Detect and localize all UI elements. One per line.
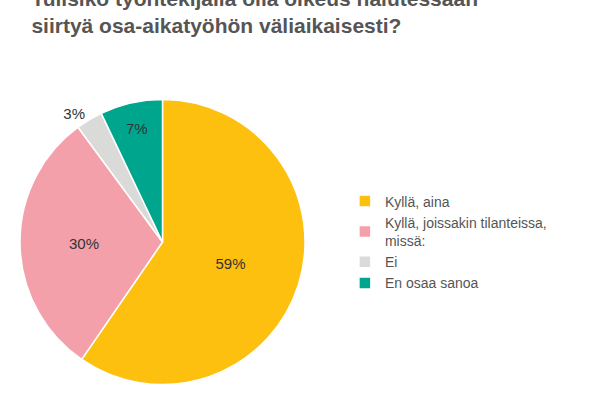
svg-text:30%: 30% [69, 235, 99, 252]
svg-text:59%: 59% [216, 255, 246, 272]
svg-text:En osaa sanoa: En osaa sanoa [385, 275, 479, 291]
svg-text:Kyllä, aina: Kyllä, aina [385, 194, 450, 210]
svg-text:7%: 7% [126, 120, 148, 137]
svg-text:Kyllä, joissakin tilanteissa,m: Kyllä, joissakin tilanteissa,missä: [385, 215, 547, 249]
svg-text:Ei: Ei [385, 254, 397, 270]
svg-text:3%: 3% [63, 105, 85, 122]
svg-text:Tulisiko työntekijällä olla oi: Tulisiko työntekijällä olla oikeus halut… [31, 0, 478, 37]
